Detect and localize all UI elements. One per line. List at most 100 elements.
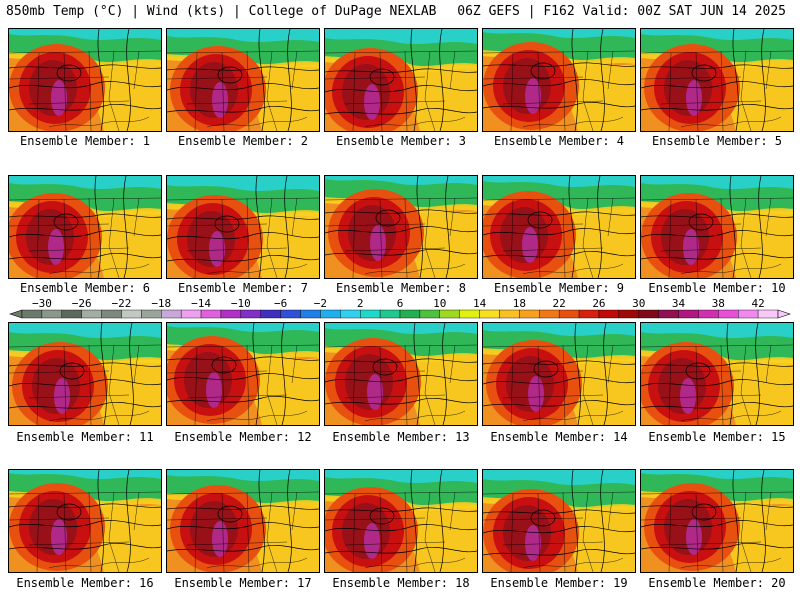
colorbar-bin	[280, 309, 301, 319]
ensemble-member-map	[640, 175, 794, 279]
colorbar-high-arrow	[777, 309, 791, 319]
ensemble-member-map	[324, 469, 478, 573]
ensemble-member-label: Ensemble Member: 19	[490, 576, 628, 590]
colorbar-tick-label: −6	[274, 297, 287, 310]
colorbar-bin	[698, 309, 719, 319]
colorbar-bin	[618, 309, 639, 319]
colorbar-bin	[240, 309, 261, 319]
ensemble-member-label: Ensemble Member: 11	[16, 430, 154, 444]
ensemble-member-label: Ensemble Member: 17	[174, 576, 312, 590]
ensemble-member-label: Ensemble Member: 10	[648, 281, 786, 295]
ensemble-member-map	[166, 28, 320, 132]
ensemble-member-map	[8, 175, 162, 279]
colorbar-bin	[399, 309, 421, 319]
ensemble-member-map	[324, 28, 478, 132]
colorbar-bin	[519, 309, 540, 319]
header-title: 850mb Temp (°C) | Wind (kts) | College o…	[6, 4, 437, 19]
ensemble-member-label: Ensemble Member: 5	[651, 134, 783, 148]
colorbar-bin	[678, 309, 699, 319]
colorbar-bin	[320, 309, 341, 319]
colorbar-bin	[419, 309, 440, 319]
ensemble-member-label: Ensemble Member: 3	[335, 134, 467, 148]
ensemble-member-label: Ensemble Member: 12	[174, 430, 312, 444]
colorbar-bin	[121, 309, 142, 319]
colorbar-bin	[539, 309, 560, 319]
colorbar-bin	[161, 309, 182, 319]
colorbar-bin	[81, 309, 102, 319]
ensemble-member-label: Ensemble Member: 14	[490, 430, 628, 444]
colorbar-bin	[220, 309, 242, 319]
colorbar-bin	[718, 309, 739, 319]
ensemble-member-map	[166, 469, 320, 573]
colorbar-tick-label: −26	[72, 297, 92, 310]
ensemble-member-map	[166, 175, 320, 279]
colorbar-bin	[260, 309, 281, 319]
colorbar-tick-label: 30	[632, 297, 645, 310]
ensemble-member-map	[8, 469, 162, 573]
ensemble-member-label: Ensemble Member: 6	[19, 281, 151, 295]
ensemble-member-map	[8, 322, 162, 426]
ensemble-member-label: Ensemble Member: 2	[177, 134, 309, 148]
ensemble-member-label: Ensemble Member: 18	[332, 576, 470, 590]
header-run-info: 06Z GEFS | F162 Valid: 00Z SAT JUN 14 20…	[457, 4, 786, 19]
colorbar-bin	[499, 309, 520, 319]
ensemble-member-map	[324, 322, 478, 426]
colorbar-bin	[21, 309, 43, 319]
colorbar-bin	[658, 309, 679, 319]
ensemble-member-map	[640, 28, 794, 132]
ensemble-member-label: Ensemble Member: 8	[335, 281, 467, 295]
colorbar-bin	[61, 309, 82, 319]
colorbar-bin	[459, 309, 480, 319]
ensemble-member-label: Ensemble Member: 13	[332, 430, 470, 444]
colorbar-bin	[479, 309, 500, 319]
colorbar-tick-label: −18	[151, 297, 171, 310]
colorbar-bin	[200, 309, 222, 319]
colorbar-low-arrow	[9, 309, 23, 319]
colorbar-tick-label: −10	[231, 297, 251, 310]
colorbar-bin	[180, 309, 202, 319]
ensemble-member-map	[482, 322, 636, 426]
colorbar-tick-label: 22	[553, 297, 566, 310]
colorbar-tick-label: 26	[592, 297, 605, 310]
ensemble-member-label: Ensemble Member: 15	[648, 430, 786, 444]
ensemble-member-map	[640, 469, 794, 573]
colorbar-tick-label: 14	[473, 297, 487, 310]
colorbar-svg: −30 −26 −22 −18 −14 −10 −6 −2 2 6 10 14 18 22 26 30 34 38…	[9, 297, 791, 319]
ensemble-member-label: Ensemble Member: 7	[177, 281, 309, 295]
colorbar-tick-label: 6	[397, 297, 404, 310]
colorbar-tick-label: 38	[712, 297, 725, 310]
ensemble-member-map	[8, 28, 162, 132]
ensemble-member-label: Ensemble Member: 20	[648, 576, 786, 590]
ensemble-member-map	[482, 28, 636, 132]
colorbar-bin	[578, 309, 600, 319]
colorbar-bin	[558, 309, 580, 319]
colorbar-tick-label: −30	[32, 297, 52, 310]
ensemble-member-label: Ensemble Member: 4	[493, 134, 625, 148]
colorbar-bin	[598, 309, 620, 319]
colorbar-bin	[379, 309, 401, 319]
ensemble-member-map	[166, 322, 320, 426]
colorbar-bin	[757, 309, 779, 319]
colorbar-tick-label: 34	[672, 297, 686, 310]
colorbar-bin	[141, 309, 162, 319]
colorbar-tick-label: 2	[357, 297, 364, 310]
ensemble-member-map	[640, 322, 794, 426]
ensemble-member-map	[482, 175, 636, 279]
ensemble-member-label: Ensemble Member: 1	[19, 134, 151, 148]
colorbar-tick-label: 42	[751, 297, 764, 310]
colorbar-bin	[300, 309, 321, 319]
ensemble-member-map	[482, 469, 636, 573]
colorbar-bin	[41, 309, 62, 319]
colorbar-tick-label: −14	[191, 297, 211, 310]
colorbar-bin	[360, 309, 381, 319]
ensemble-member-label: Ensemble Member: 16	[16, 576, 154, 590]
colorbar-bin	[101, 309, 122, 319]
colorbar-bin	[439, 309, 460, 319]
ensemble-member-label: Ensemble Member: 9	[493, 281, 625, 295]
colorbar-tick-label: 10	[433, 297, 446, 310]
colorbar-bin	[738, 309, 759, 319]
ensemble-member-map	[324, 175, 478, 279]
colorbar-tick-label: −22	[112, 297, 132, 310]
temperature-colorbar: −30 −26 −22 −18 −14 −10 −6 −2 2 6 10 14 18 22 26 30 34 38…	[8, 296, 792, 320]
colorbar-bin	[340, 309, 361, 319]
